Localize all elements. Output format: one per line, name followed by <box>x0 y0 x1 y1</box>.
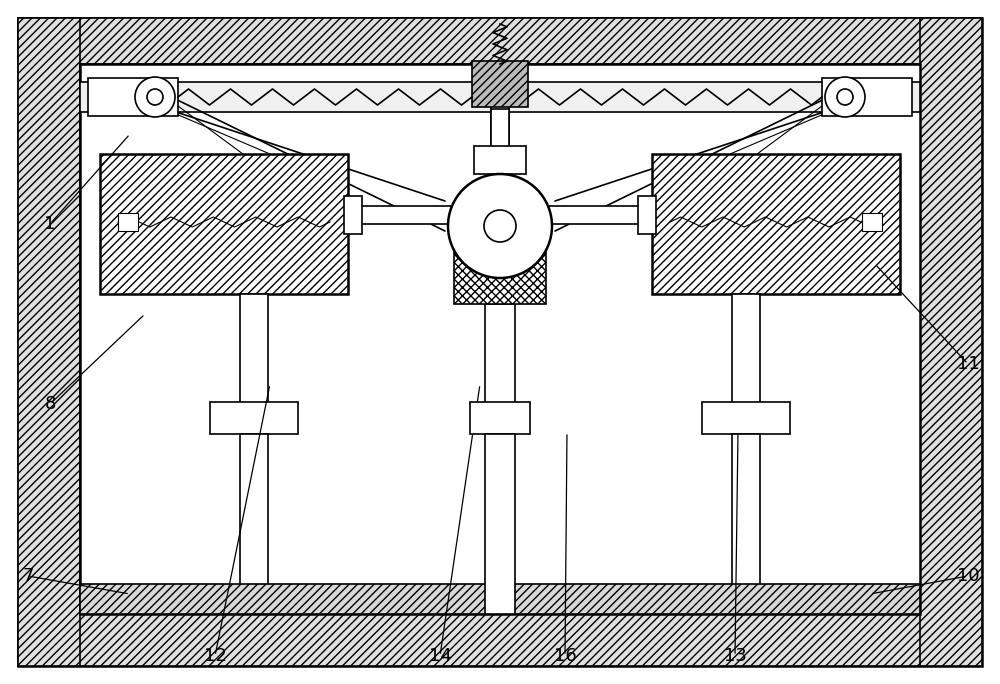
Bar <box>88 78 178 116</box>
Bar <box>210 402 298 434</box>
Bar <box>470 402 530 434</box>
Bar <box>472 61 528 107</box>
Bar <box>80 82 920 112</box>
Bar <box>80 64 920 614</box>
Bar <box>652 154 900 294</box>
Bar <box>240 294 268 404</box>
Bar <box>485 434 515 614</box>
Bar <box>822 78 912 116</box>
Bar <box>491 109 509 149</box>
Text: 12: 12 <box>204 647 226 665</box>
Bar <box>18 18 80 666</box>
Text: 14: 14 <box>429 647 451 665</box>
Bar <box>491 99 509 149</box>
Bar <box>474 146 526 174</box>
Circle shape <box>837 89 853 105</box>
Circle shape <box>135 77 175 117</box>
Bar <box>118 213 138 231</box>
Bar <box>240 434 268 614</box>
Bar <box>732 434 760 614</box>
Bar <box>702 402 790 434</box>
Bar <box>344 196 362 234</box>
Circle shape <box>484 210 516 242</box>
Circle shape <box>147 89 163 105</box>
Text: 7: 7 <box>22 567 34 585</box>
Text: 10: 10 <box>957 567 979 585</box>
Bar <box>500 206 650 224</box>
Bar <box>454 236 546 304</box>
Text: 11: 11 <box>957 355 979 373</box>
Bar <box>18 18 982 64</box>
Bar <box>732 294 760 404</box>
Text: 13: 13 <box>724 647 746 665</box>
Text: 16: 16 <box>554 647 576 665</box>
Bar <box>18 614 982 666</box>
Bar <box>350 206 500 224</box>
Bar <box>920 18 982 666</box>
Bar <box>100 154 348 294</box>
Bar <box>485 304 515 404</box>
Bar <box>862 213 882 231</box>
Bar <box>80 584 920 614</box>
Text: 8: 8 <box>44 395 56 413</box>
Circle shape <box>448 174 552 278</box>
Circle shape <box>825 77 865 117</box>
Bar <box>638 196 656 234</box>
Text: 1: 1 <box>44 215 56 233</box>
